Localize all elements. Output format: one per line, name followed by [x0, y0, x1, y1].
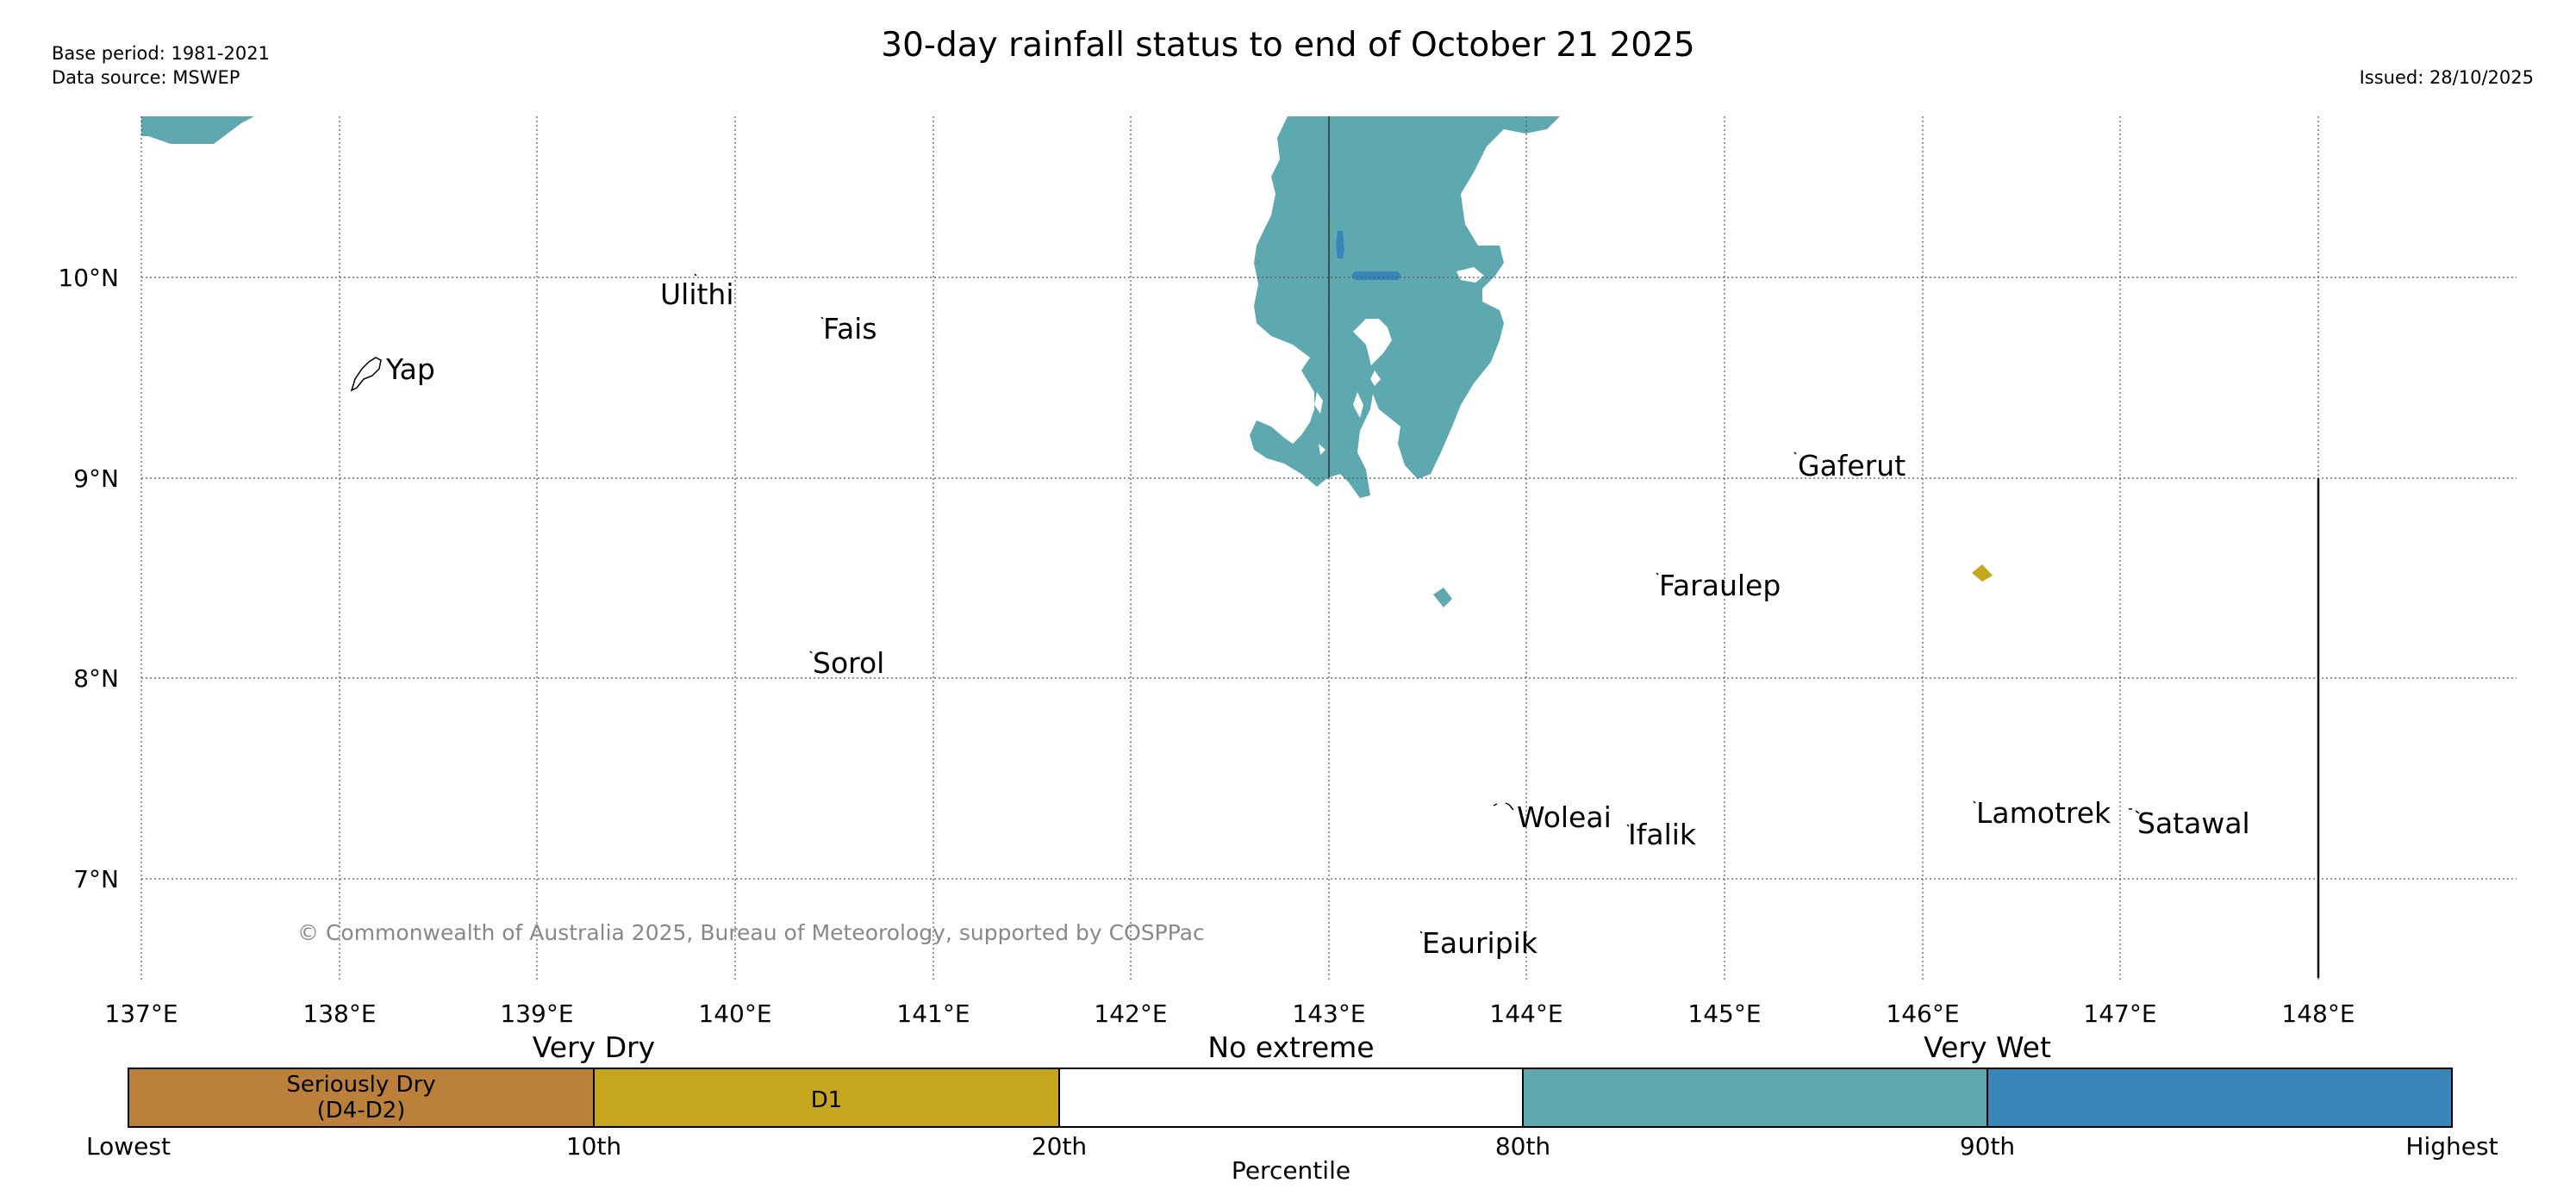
lon-label-142: 142°E [1094, 999, 1167, 1028]
sorol-mark [809, 651, 813, 654]
place-yap: Yap [385, 352, 435, 386]
very-wet-hole-2 [1370, 370, 1381, 386]
legend-tick-10th: 10th [565, 1132, 622, 1161]
lon-label-146: 146°E [1886, 999, 1959, 1028]
lon-label-140: 140°E [698, 999, 771, 1028]
legend-axis-label: Percentile [1231, 1156, 1351, 1185]
very-wet-hole-1 [1456, 267, 1484, 283]
lon-label-147: 147°E [2083, 999, 2156, 1028]
ulithi-mark [694, 273, 697, 277]
legend-colorbar [128, 1068, 2453, 1128]
place-woleai: Woleai [1517, 800, 1612, 834]
legend-box-label-seriously-dry: Seriously Dry (D4-D2) [286, 1072, 435, 1124]
lat-label-10n: 10°N [58, 264, 119, 292]
eauripik-mark [1419, 931, 1423, 934]
place-faraulep: Faraulep [1659, 569, 1781, 602]
lon-label-137: 137°E [104, 999, 178, 1028]
legend-tick-highest: Highest [2405, 1132, 2498, 1161]
very-wet-hole-5 [1319, 444, 1325, 455]
lon-label-143: 143°E [1292, 999, 1365, 1028]
base-period: Base period: 1981-2021 [52, 43, 270, 64]
lat-label-9n: 9°N [73, 464, 119, 493]
legend-category-very-wet: Very Wet [1924, 1030, 2051, 1064]
legend-tick-lowest: Lowest [86, 1132, 171, 1161]
legend-category-no-extreme: No extreme [1207, 1030, 1375, 1064]
legend-box-d1 [593, 1068, 1060, 1128]
legend-box-label-seriously-dry-line1: Seriously Dry [286, 1072, 436, 1098]
lamotrek-mark [1973, 800, 1976, 804]
legend-box-label-seriously-dry-line2: (D4-D2) [316, 1098, 406, 1124]
place-fais: Fais [823, 312, 877, 345]
gaferut-mark [1793, 451, 1797, 455]
highest-region-1 [1336, 231, 1344, 258]
issued-date: Issued: 28/10/2025 [2359, 67, 2534, 88]
legend-box-seriously-dry [128, 1068, 595, 1128]
island-marks [350, 273, 2140, 934]
lon-label-138: 138°E [303, 999, 376, 1028]
very-wet-regions [141, 116, 1993, 607]
satawal-mark [2129, 808, 2140, 814]
lon-label-144: 144°E [1489, 999, 1562, 1028]
woleai-mark [1493, 802, 1514, 811]
d1-region [1972, 564, 1993, 582]
very-wet-region-south [1433, 588, 1452, 607]
data-source: Data source: MSWEP [52, 67, 240, 88]
ifalik-mark [1626, 824, 1630, 827]
legend-box-highest [1987, 1068, 2453, 1128]
lat-label-8n: 8°N [73, 664, 119, 693]
faraulep-mark [1656, 572, 1659, 576]
place-gaferut: Gaferut [1798, 449, 1905, 482]
lon-label-148: 148°E [2281, 999, 2355, 1028]
copyright-notice: © Commonwealth of Australia 2025, Bureau… [297, 920, 1205, 945]
lon-label-145: 145°E [1687, 999, 1761, 1028]
legend-box-very-wet [1522, 1068, 1988, 1128]
very-wet-region-northwest [141, 116, 254, 144]
very-wet-hole-3 [1353, 392, 1363, 418]
legend-box-label-d1: D1 [810, 1087, 843, 1113]
place-ifalik: Ifalik [1628, 818, 1697, 851]
place-eauripik: Eauripik [1422, 926, 1538, 960]
legend-tick-80th: 80th [1494, 1132, 1551, 1161]
legend-tick-90th: 90th [1959, 1132, 2016, 1161]
lon-label-139: 139°E [500, 999, 573, 1028]
lat-label-7n: 7°N [73, 865, 119, 893]
place-satawal: Satawal [2137, 806, 2250, 840]
legend-category-very-dry: Very Dry [532, 1030, 656, 1064]
map-title: 30-day rainfall status to end of October… [881, 26, 1695, 65]
very-wet-hole-4 [1314, 392, 1323, 414]
legend-box-no-extreme [1058, 1068, 1524, 1128]
fais-mark [820, 316, 824, 320]
place-lamotrek: Lamotrek [1976, 796, 2111, 830]
yap-island-outline [350, 357, 382, 392]
place-sorol: Sorol [813, 646, 884, 680]
place-ulithi: Ulithi [660, 277, 734, 311]
highest-region-2 [1351, 271, 1401, 280]
lon-label-141: 141°E [896, 999, 970, 1028]
legend-tick-20th: 20th [1031, 1132, 1088, 1161]
very-wet-region-central [1250, 116, 1560, 498]
